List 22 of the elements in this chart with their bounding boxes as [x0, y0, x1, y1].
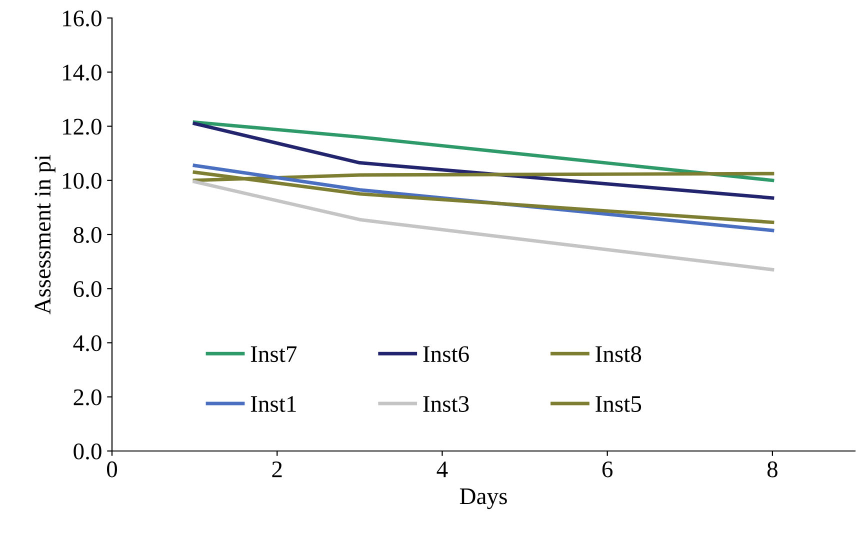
- y-tick-label: 10.0: [63, 172, 102, 189]
- legend-label: Inst7: [250, 346, 297, 362]
- legend-label: Inst5: [596, 396, 642, 412]
- y-tick-label: 12.0: [63, 118, 102, 135]
- y-tick-label: 2.0: [74, 389, 102, 406]
- x-axis-title: Days: [460, 488, 507, 510]
- x-tick-label: 8: [767, 461, 778, 478]
- y-tick-label: 0.0: [74, 443, 102, 460]
- x-tick-label: 4: [436, 462, 448, 478]
- legend-label: Inst8: [596, 346, 642, 362]
- x-tick-label: 2: [272, 461, 282, 478]
- y-tick-label: 16.0: [63, 10, 102, 27]
- x-tick-label: 0: [106, 461, 118, 478]
- x-tick-label: 6: [602, 461, 613, 478]
- y-tick-label: 14.0: [63, 64, 102, 81]
- legend-label: Inst6: [423, 346, 469, 362]
- y-tick-label: 6.0: [74, 281, 102, 298]
- y-axis-title: Assessment in pi: [34, 154, 56, 314]
- legend-label: Inst1: [250, 396, 296, 412]
- y-tick-label: 8.0: [74, 226, 102, 244]
- y-tick-label: 4.0: [73, 335, 102, 352]
- legend-label: Inst3: [423, 396, 469, 412]
